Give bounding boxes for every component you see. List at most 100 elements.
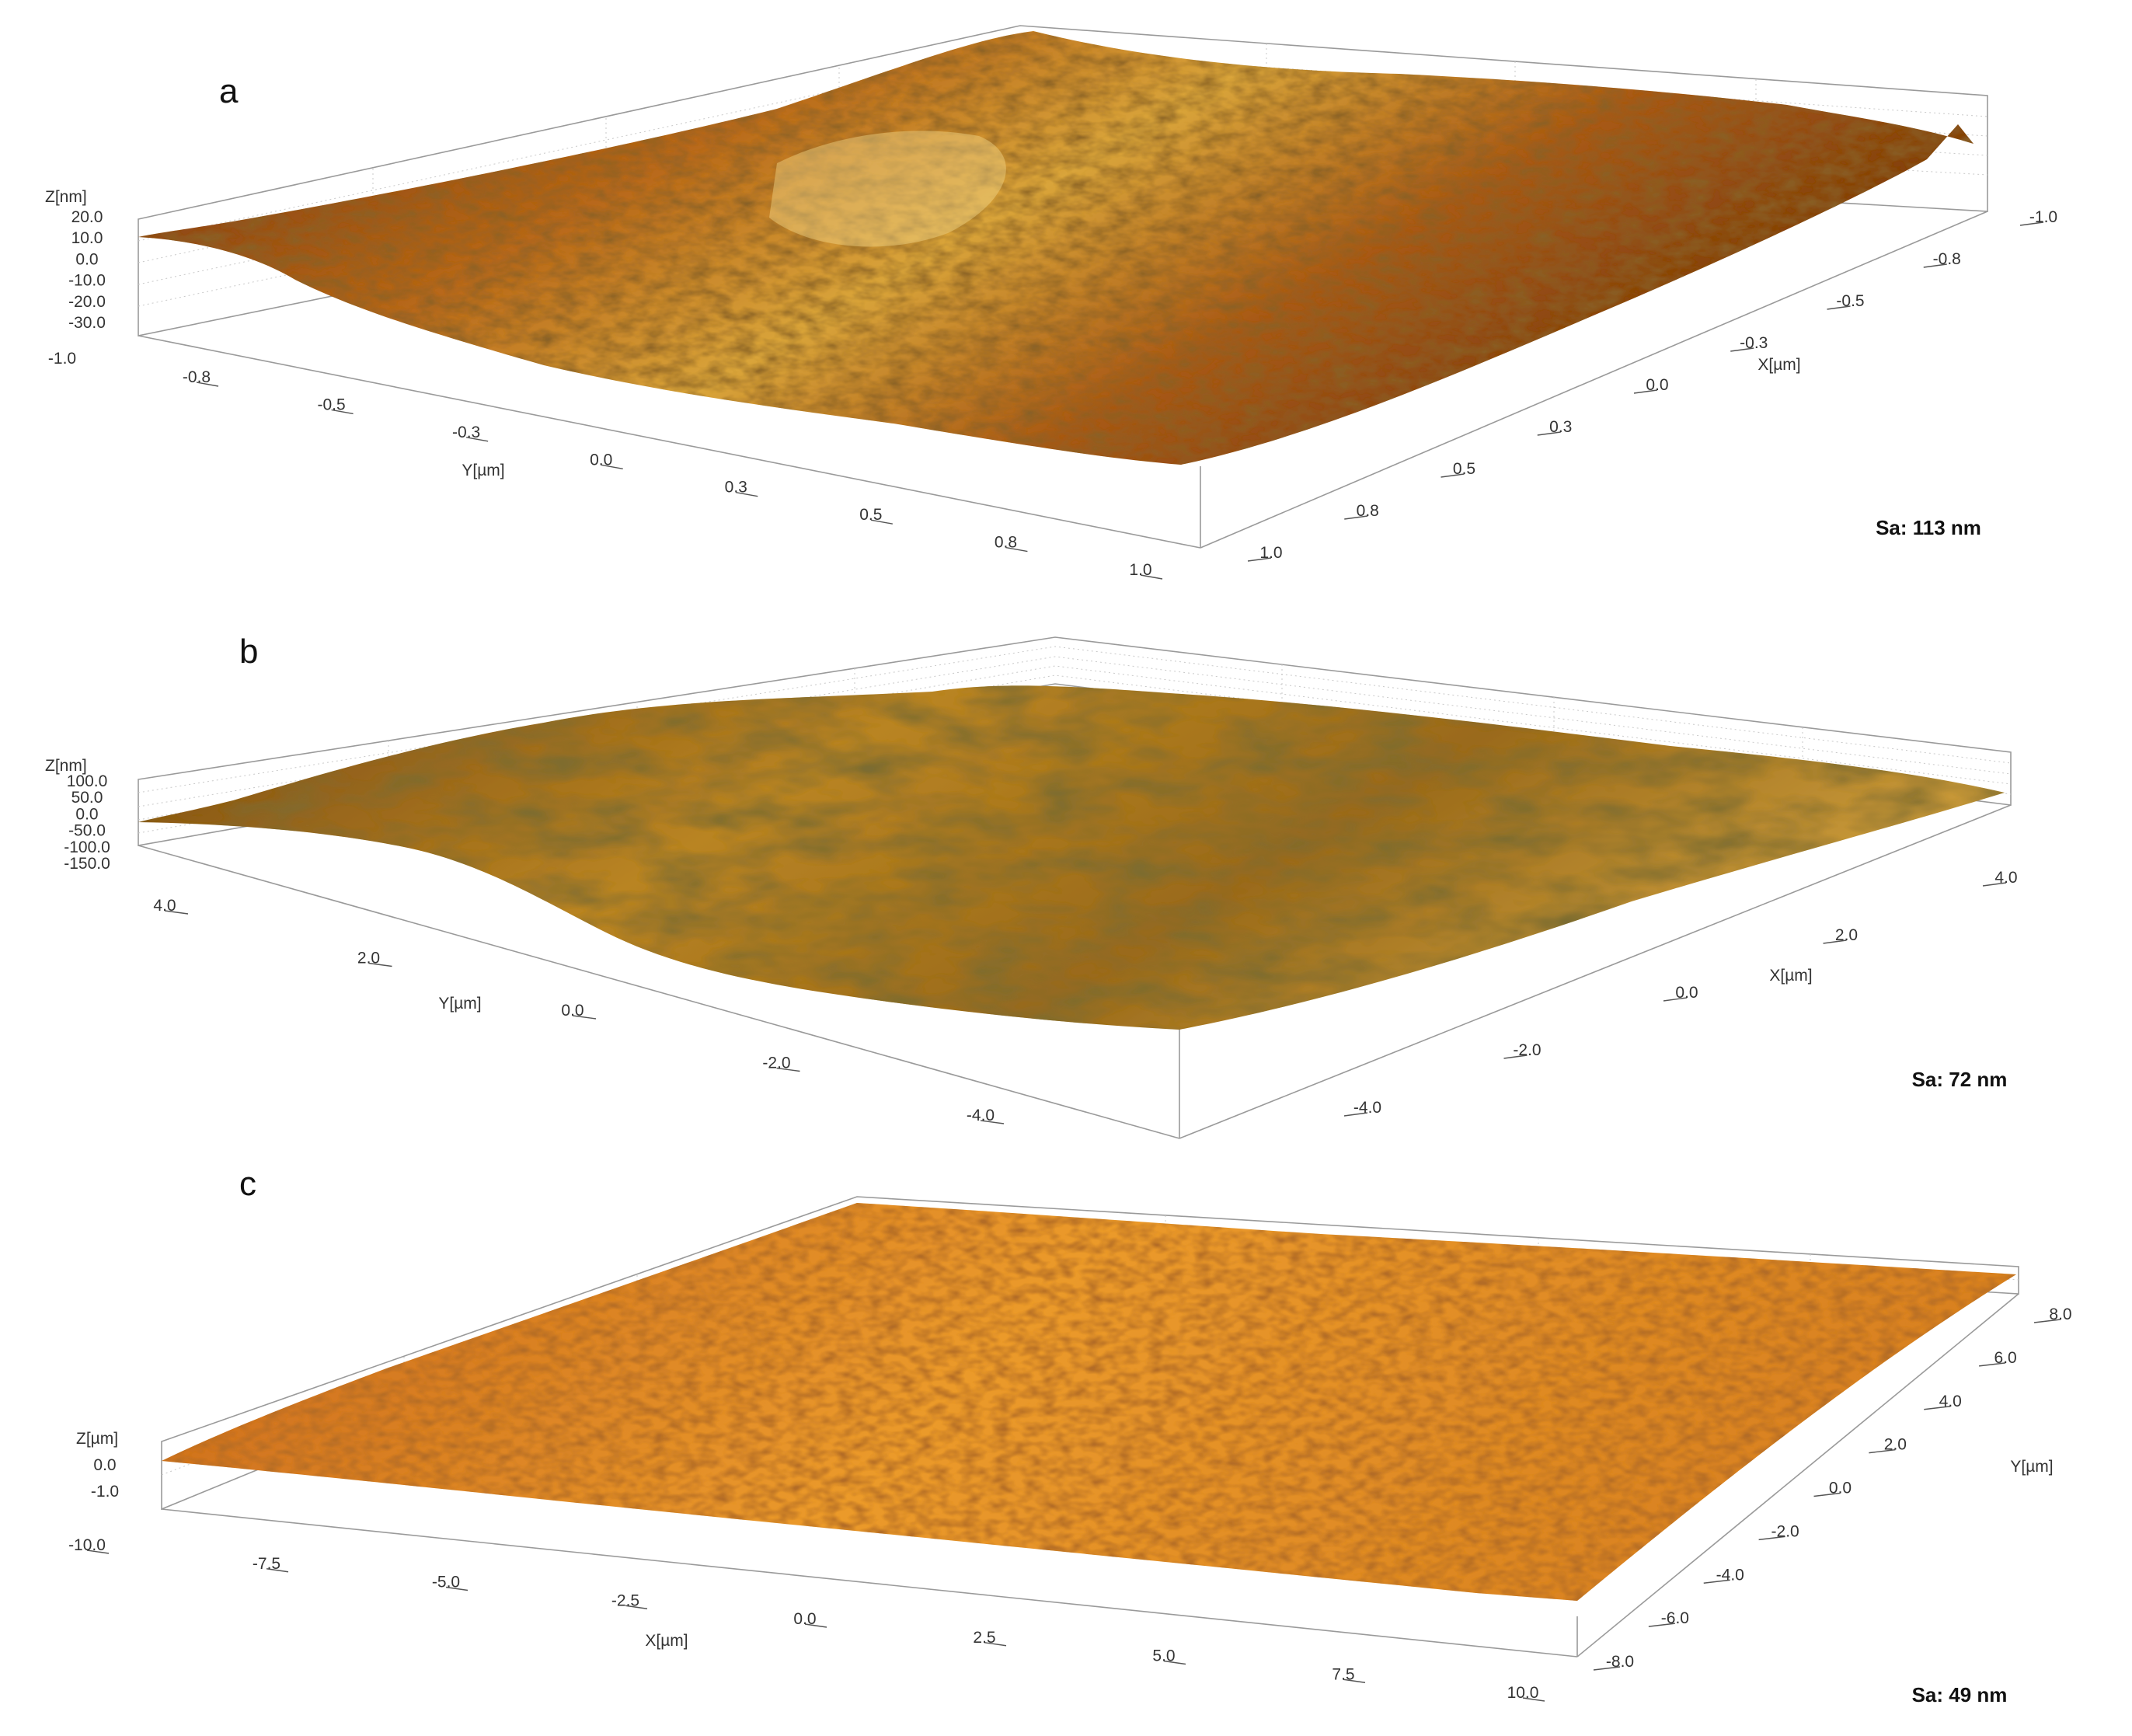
panel-c-y-tick-label: 6.0 [1994, 1349, 2017, 1367]
tick-mark [1343, 1678, 1366, 1683]
panel-a-x-tick-label: -1.0 [2029, 208, 2057, 226]
tick-mark [1813, 1492, 1841, 1497]
panel-c-x-tick-label: 5.0 [1152, 1647, 1175, 1665]
panel-b-x-tick-label: 0.0 [1675, 984, 1698, 1002]
panel-a-y-tick-label: -0.5 [317, 396, 345, 413]
tick-mark [625, 1605, 648, 1609]
tick-mark [1730, 347, 1754, 352]
panel-b-x-axis-label: X[µm] [1769, 967, 1812, 985]
panel-a-x-tick-label: 0.3 [1549, 418, 1572, 436]
panel-a-x-tick-label: -0.5 [1836, 292, 1864, 310]
panel-a-y-tick-label: -1.0 [48, 350, 76, 368]
panel-a-z-tick-label: 10.0 [71, 229, 103, 247]
panel-b-y-tick-label: 0.0 [561, 1002, 584, 1020]
panel-c-x-tick-label: -2.5 [611, 1591, 639, 1609]
tick-mark [2019, 221, 2044, 226]
panel-a-x-axis-label: X[µm] [1758, 356, 1800, 374]
panel-a-x-tick-label: -0.8 [1933, 250, 1961, 268]
panel-c-x-tick-label: -5.0 [432, 1574, 460, 1591]
tick-mark [1593, 1666, 1621, 1671]
tick-mark [984, 1642, 1007, 1647]
panel-a-z-tick-label: 20.0 [71, 208, 103, 226]
tick-mark [1503, 1054, 1528, 1059]
panel-a-x-tick-label: 0.5 [1453, 460, 1475, 478]
panel-b-y-tick-label: 2.0 [357, 950, 380, 967]
tick-mark [164, 910, 189, 915]
panel-c-surface [162, 1203, 2016, 1601]
tick-mark [1247, 557, 1272, 562]
panel-a-z-tick-label: -30.0 [68, 314, 106, 332]
panel-b-z-tick-label: 0.0 [75, 805, 98, 823]
panel-b-z-axis-label: Z[nm] [45, 757, 87, 775]
panel-a [138, 25, 1988, 549]
tick-mark [736, 492, 758, 497]
panel-a-y-tick-label: 0.5 [859, 506, 882, 524]
tick-mark [2033, 1319, 2061, 1323]
tick-mark [1140, 574, 1163, 580]
panel-a-y-tick-label: 0.3 [725, 479, 747, 497]
panel-c-y-tick-label: 0.0 [1829, 1480, 1852, 1497]
tick-mark [445, 1586, 469, 1591]
panel-c-z-tick-label: 0.0 [93, 1456, 116, 1474]
panel-a-z-axis-label: Z[nm] [45, 188, 87, 206]
tick-mark [1663, 997, 1688, 1002]
tick-mark [1537, 431, 1561, 436]
panel-a-y-tick-label: 0.0 [590, 451, 612, 469]
tick-mark [980, 1120, 1005, 1124]
panel-c-x-tick-label: 2.5 [973, 1629, 995, 1647]
panel-c-y-tick-label: -8.0 [1606, 1653, 1634, 1671]
panel-c-x-tick-label: -7.5 [253, 1555, 280, 1573]
tick-mark [572, 1015, 597, 1020]
panel-c-y-tick-label: -2.0 [1771, 1522, 1799, 1540]
panel-c-y-tick-label: -4.0 [1716, 1566, 1744, 1584]
panel-b [138, 636, 2012, 1139]
panel-c-y-tick-label: -6.0 [1661, 1609, 1689, 1627]
panel-b-z-tick-label: -100.0 [64, 838, 110, 856]
tick-mark [1923, 263, 1947, 268]
panel-c-roughness: Sa: 49 nm [1912, 1683, 2008, 1706]
panel-b-z-tick-label: -150.0 [64, 855, 110, 873]
tick-mark [1005, 546, 1028, 553]
panel-a-roughness: Sa: 113 nm [1876, 516, 1981, 539]
tick-mark [1344, 515, 1368, 520]
tick-mark [1982, 882, 2007, 887]
panel-c-y-tick-label: 4.0 [1939, 1393, 1962, 1410]
tick-mark [1758, 1536, 1785, 1541]
panel-c-z-axis-label: Z[µm] [76, 1430, 118, 1448]
panel-b-y-tick-label: -2.0 [762, 1054, 790, 1072]
tick-mark [1869, 1448, 1896, 1454]
panel-b-x-tick-label: -4.0 [1353, 1099, 1381, 1117]
panel-b-z-tick-label: -50.0 [68, 822, 106, 840]
tick-mark [1648, 1623, 1675, 1627]
tick-mark [1440, 473, 1465, 478]
tick-mark [86, 1550, 110, 1554]
figure-labels: a Z[nm] 20.0 10.0 0.0 -10.0 -20.0 -30.0 -1.0 -0.8… [45, 72, 2072, 1706]
tick-mark [1343, 1112, 1368, 1117]
panel-c-y-axis-label: Y[µm] [2010, 1458, 2053, 1476]
panel-b-z-tick-label: 100.0 [67, 772, 108, 790]
panel-b-label: b [239, 633, 258, 671]
panel-c-y-tick-label: 2.0 [1884, 1436, 1907, 1454]
panel-c-x-tick-label: 7.5 [1332, 1665, 1354, 1683]
panel-b-x-tick-label: 2.0 [1835, 926, 1858, 944]
panel-a-y-tick-label: 1.0 [1129, 561, 1151, 579]
panel-a-y-tick-label: -0.3 [452, 424, 480, 441]
tick-mark [266, 1568, 289, 1573]
tick-mark [1522, 1697, 1545, 1702]
panel-a-y-axis-label: Y[µm] [462, 462, 504, 479]
panel-a-x-tick-label: 1.0 [1259, 544, 1282, 562]
panel-b-roughness: Sa: 72 nm [1912, 1068, 2008, 1091]
tick-mark [1924, 1406, 1951, 1410]
panel-c-label: c [239, 1165, 256, 1203]
panel-b-y-tick-label: 4.0 [153, 897, 176, 915]
tick-mark [1979, 1362, 2006, 1367]
tick-mark [368, 962, 392, 967]
tick-mark [776, 1067, 800, 1072]
tick-mark [601, 464, 623, 469]
panel-c [161, 1196, 2019, 1658]
panel-a-highlight [769, 131, 1006, 247]
panel-b-surface [138, 685, 2005, 1030]
panel-c-z-tick-label: -1.0 [91, 1483, 119, 1501]
tick-mark [331, 409, 354, 415]
